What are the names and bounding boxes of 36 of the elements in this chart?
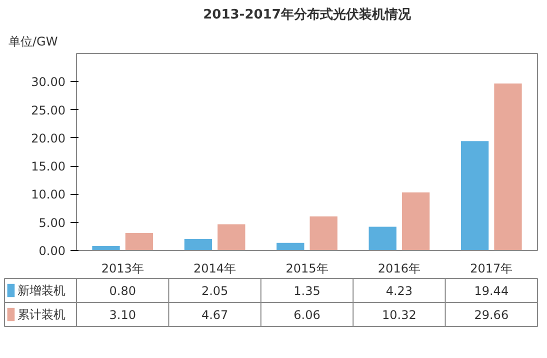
y-tick-label: 20.00 [31, 131, 66, 146]
data-label: 4.67 [201, 308, 228, 322]
bar [184, 238, 212, 250]
bar [368, 226, 396, 250]
bar [402, 192, 430, 250]
y-tick-label: 5.00 [38, 216, 66, 230]
chart-title: 2013-2017年分布式光伏装机情况 [203, 6, 412, 22]
y-tick-label: 30.00 [31, 75, 66, 90]
data-label: 0.80 [109, 284, 136, 298]
y-tick-label: 15.00 [31, 160, 66, 174]
bar [310, 216, 338, 250]
x-tick-label: 2014年 [194, 262, 236, 276]
x-tick-label: 2016年 [378, 262, 420, 276]
data-label: 19.44 [474, 284, 509, 298]
data-label: 4.23 [386, 284, 413, 298]
bar [494, 84, 522, 250]
y-tick-label: 0.00 [38, 244, 66, 258]
bar [218, 224, 246, 250]
data-label: 6.06 [294, 308, 320, 322]
y-tick-label: 10.00 [31, 188, 66, 202]
bar [460, 141, 489, 250]
data-label: 3.10 [109, 308, 136, 322]
data-label: 1.35 [294, 284, 320, 298]
x-tick-label: 2017年 [470, 262, 513, 276]
x-tick-label: 2013年 [101, 262, 144, 276]
data-label: 10.32 [382, 308, 416, 322]
y-axis-title: 单位/GW [8, 34, 58, 48]
data-label: 29.66 [474, 308, 509, 322]
y-tick-label: 25.00 [31, 103, 66, 118]
bar [276, 242, 304, 250]
bar [125, 233, 154, 250]
bar [92, 246, 120, 250]
legend-label: 累计装机 [17, 308, 66, 322]
data-label: 2.05 [201, 284, 228, 298]
x-tick-label: 2015年 [286, 262, 328, 276]
legend-label: 新增装机 [17, 284, 66, 298]
